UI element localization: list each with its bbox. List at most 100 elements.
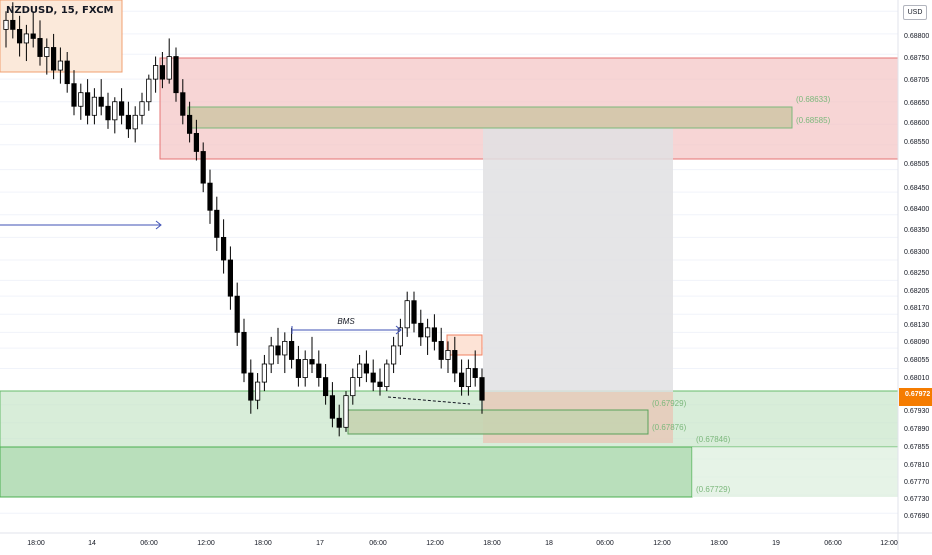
demand-zone-lower-ext (692, 447, 898, 497)
price-tick-label: 0.67890 (904, 426, 929, 433)
candle-body (220, 236, 227, 261)
level-label: (0.67876) (652, 423, 687, 432)
candle-body (404, 300, 410, 329)
target-zone (483, 128, 673, 392)
candle-body (37, 38, 43, 57)
level-label: (0.67729) (696, 485, 731, 494)
candle-body (119, 101, 125, 116)
candle-body (193, 132, 199, 152)
price-tick-label: 0.68550 (904, 139, 929, 146)
time-tick-label: 12:00 (197, 540, 215, 547)
candle-body (261, 363, 268, 383)
price-tick-label: 0.67690 (904, 513, 929, 520)
candle-body (207, 182, 213, 211)
candle-body (180, 92, 186, 116)
price-tick-label: 0.68010 (904, 375, 929, 382)
candle-body (57, 60, 64, 71)
order-block-lower (347, 409, 649, 435)
time-tick-label: 17 (316, 540, 324, 547)
candle-body (370, 372, 376, 383)
time-tick-label: 18:00 (254, 540, 272, 547)
level-label: (0.67846) (696, 435, 731, 444)
candle-body (173, 56, 179, 94)
candle-body (16, 28, 23, 44)
time-tick-label: 12:00 (426, 540, 444, 547)
candle-body (458, 372, 465, 388)
candle-body (85, 92, 91, 116)
current-price-badge (899, 388, 932, 406)
bms-arrow-head-icon (395, 325, 402, 335)
candle-body (254, 381, 261, 401)
candle-body (146, 78, 152, 103)
price-tick-label: 0.68450 (904, 185, 929, 192)
candle-body (10, 19, 16, 30)
time-tick-label: 19 (772, 540, 780, 547)
candle-body (288, 340, 295, 360)
candle-body (384, 363, 390, 388)
price-tick-label: 0.67770 (904, 479, 929, 486)
candle-body (23, 33, 30, 44)
candle-body (51, 47, 57, 71)
price-tick-label: 0.68600 (904, 120, 929, 127)
price-axis-bg (898, 0, 932, 550)
candle-body (30, 33, 36, 39)
candle-body (186, 114, 193, 134)
price-tick-label: 0.68090 (904, 339, 929, 346)
time-tick-label: 18 (545, 540, 553, 547)
candle-body (397, 327, 404, 347)
price-tick-label: 0.68650 (904, 100, 929, 107)
price-tick-label: 0.68400 (904, 206, 929, 213)
price-tick-label: 0.67810 (904, 462, 929, 469)
order-block-upper (187, 106, 793, 129)
candle-body (479, 377, 485, 401)
time-tick-label: 12:00 (880, 540, 898, 547)
candle-body (159, 65, 165, 80)
candle-body (152, 65, 159, 80)
candle-body (309, 359, 315, 365)
candle-body (431, 327, 438, 342)
price-tick-label: 0.68130 (904, 322, 929, 329)
candle-body (98, 96, 104, 107)
price-tick-label: 0.67730 (904, 496, 929, 503)
currency-button[interactable]: USD (903, 5, 927, 20)
price-tick-label: 0.68205 (904, 288, 929, 295)
candle-body (44, 47, 50, 57)
candle-body (418, 322, 424, 338)
level-label: (0.68585) (796, 116, 831, 125)
price-tick-label: 0.67930 (904, 408, 929, 415)
candle-body (452, 350, 458, 374)
candle-body (302, 359, 308, 378)
candle-body (139, 101, 145, 116)
candle-body (241, 331, 247, 374)
candle-body (234, 295, 240, 333)
candle-body (214, 209, 220, 238)
candle-body (316, 363, 322, 378)
time-tick-label: 18:00 (710, 540, 728, 547)
demand-zone-lower (0, 446, 693, 498)
candle-body (472, 368, 478, 378)
time-tick-label: 06:00 (140, 540, 158, 547)
current-price-label: 0.67972 (905, 391, 930, 398)
candle-body (411, 300, 417, 324)
candle-body (125, 114, 131, 130)
price-tick-label: 0.67855 (904, 444, 929, 451)
candle-body (356, 363, 363, 378)
candle-body (424, 327, 431, 338)
symbol-title: NZDUSD, 15, FXCM (6, 5, 114, 16)
candle-body (91, 96, 97, 116)
price-tick-label: 0.68055 (904, 357, 929, 364)
price-tick-label: 0.68505 (904, 161, 929, 168)
candle-body (248, 372, 254, 401)
candle-body (282, 340, 288, 356)
candle-body (329, 395, 336, 419)
candle-body (71, 83, 77, 107)
candle-body (275, 345, 281, 356)
time-tick-label: 18:00 (483, 540, 501, 547)
price-tick-label: 0.68250 (904, 270, 929, 277)
arrow-head-icon (155, 220, 162, 230)
candle-body (112, 101, 118, 121)
time-tick-label: 12:00 (653, 540, 671, 547)
candle-body (166, 56, 172, 80)
